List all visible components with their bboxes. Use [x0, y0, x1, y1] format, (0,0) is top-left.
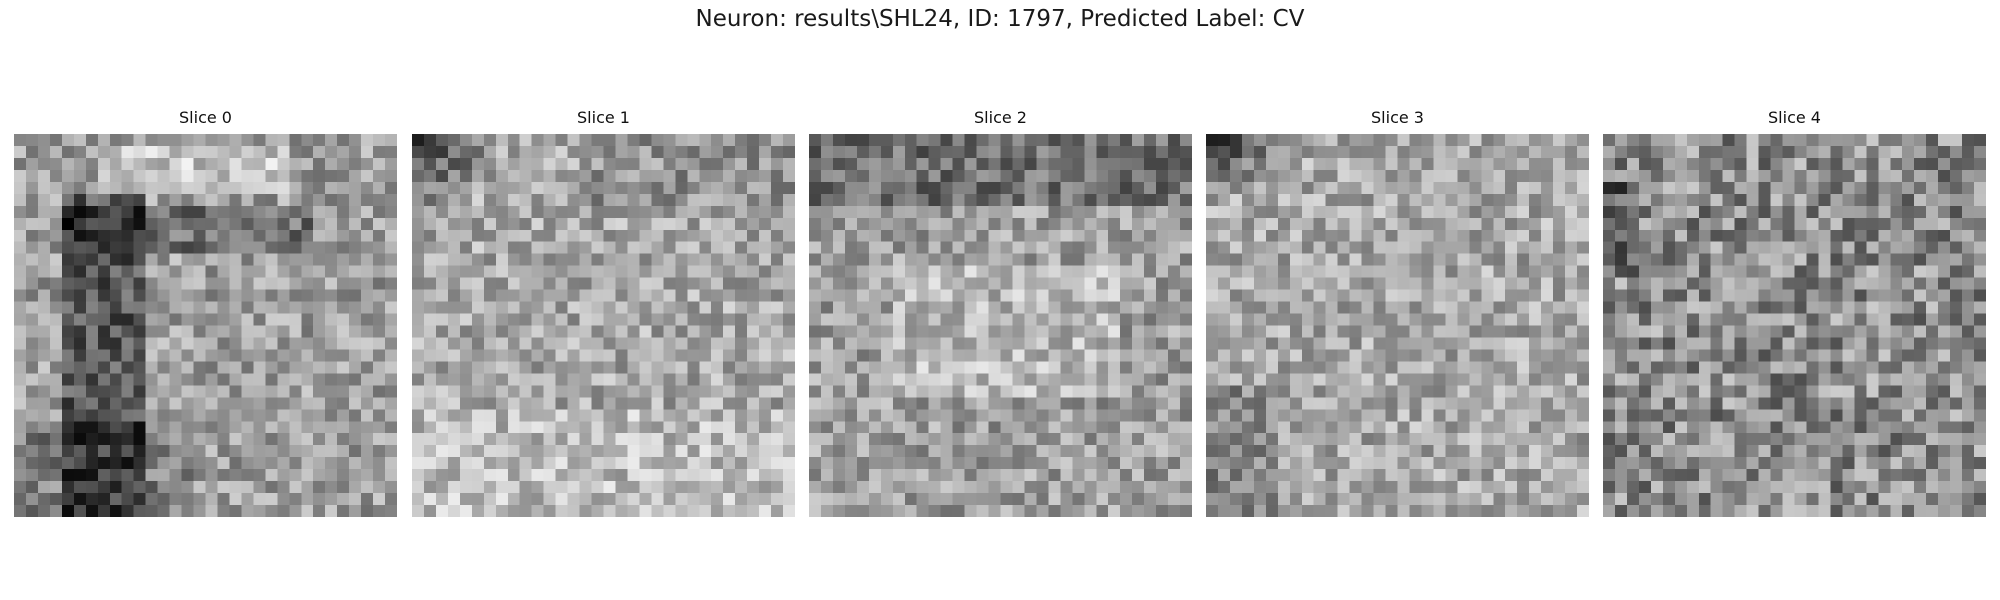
slice-title-0: Slice 0	[179, 108, 232, 127]
slice-title-4: Slice 4	[1768, 108, 1821, 127]
slice-heatmap-1	[412, 134, 795, 517]
slice-panel-4: Slice 4	[1603, 107, 1986, 517]
slice-heatmap-2	[809, 134, 1192, 517]
figure-title: Neuron: results\SHL24, ID: 1797, Predict…	[695, 6, 1305, 32]
slice-panel-1: Slice 1	[412, 107, 795, 517]
slice-panel-2: Slice 2	[809, 107, 1192, 517]
slice-heatmap-4	[1603, 134, 1986, 517]
slice-title-1: Slice 1	[577, 108, 630, 127]
slice-panel-0: Slice 0	[14, 107, 397, 517]
slice-title-3: Slice 3	[1371, 108, 1424, 127]
slice-panel-3: Slice 3	[1206, 107, 1589, 517]
slice-heatmap-3	[1206, 134, 1589, 517]
slice-title-2: Slice 2	[974, 108, 1027, 127]
slice-heatmap-0	[14, 134, 397, 517]
